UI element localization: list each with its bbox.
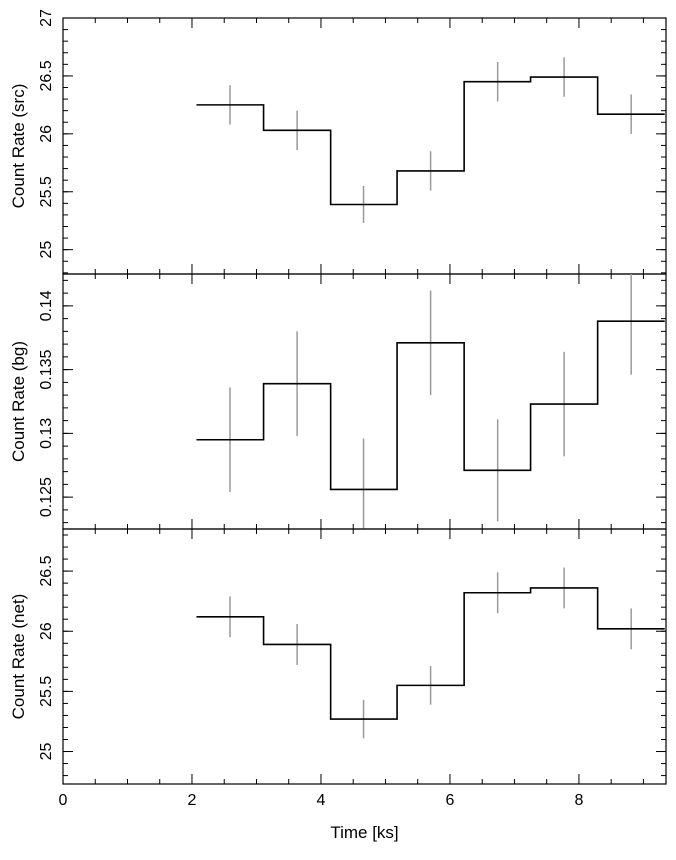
y-tick-label: 26.5: [38, 60, 55, 91]
x-axis-label: Time [ks]: [330, 823, 398, 842]
x-tick-label: 8: [574, 792, 583, 809]
y-axis-label-bg: Count Rate (bg): [9, 341, 28, 462]
x-tick-label: 0: [59, 792, 68, 809]
panel-frame-src: [62, 17, 667, 275]
y-tick-label: 27: [38, 9, 55, 27]
step-line-bg: [196, 320, 665, 491]
x-tick-label: 2: [188, 792, 197, 809]
panel-frame-bg: [62, 273, 667, 530]
x-tick-label: 4: [317, 792, 326, 809]
y-tick-label: 26: [38, 622, 55, 640]
y-tick-label: 26: [38, 125, 55, 143]
y-tick-label: 25.5: [38, 176, 55, 207]
y-tick-label: 0.125: [38, 477, 55, 517]
y-axis-label-src: Count Rate (src): [9, 84, 28, 209]
y-tick-label: 0.14: [38, 290, 55, 321]
step-line-net: [196, 587, 665, 720]
y-axis-label-net: Count Rate (net): [9, 594, 28, 720]
panel-frame-net: [62, 528, 667, 785]
step-line-src: [196, 76, 665, 206]
y-tick-label: 0.13: [38, 418, 55, 449]
y-tick-label: 0.135: [38, 350, 55, 390]
x-tick-label: 6: [445, 792, 454, 809]
y-tick-label: 25: [38, 743, 55, 761]
y-tick-label: 25.5: [38, 676, 55, 707]
y-tick-label: 26.5: [38, 555, 55, 586]
y-tick-label: 25: [38, 241, 55, 259]
